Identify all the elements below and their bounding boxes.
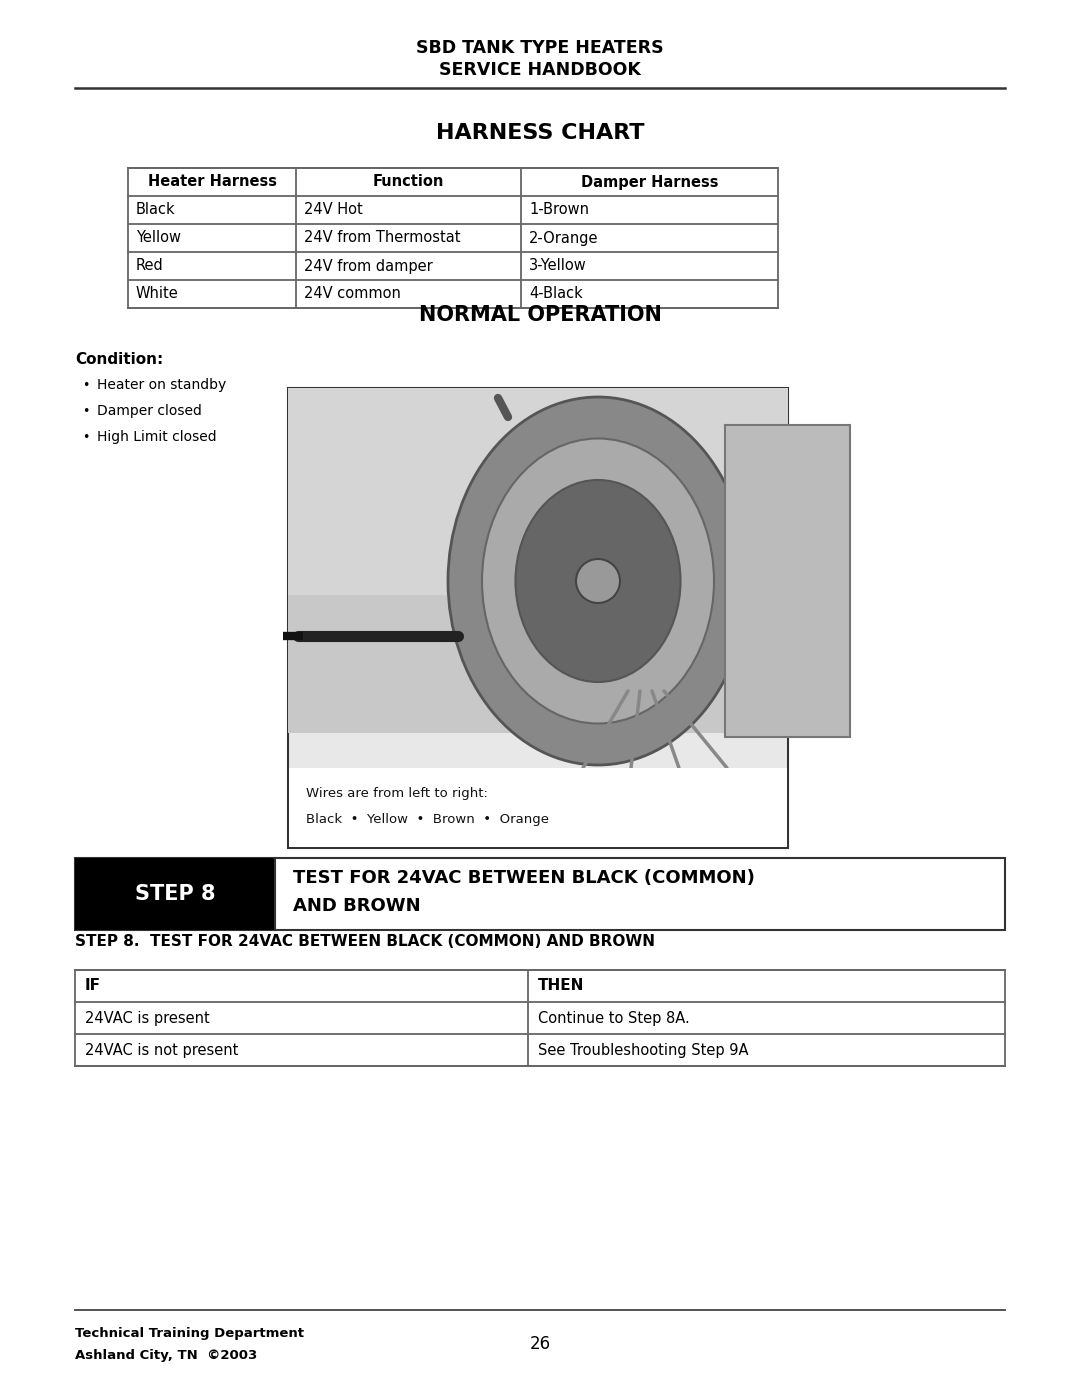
Text: 2-Orange: 2-Orange — [529, 230, 598, 245]
Text: 24V common: 24V common — [303, 287, 401, 301]
Text: Black: Black — [136, 202, 176, 217]
Text: Ashland City, TN  ©2003: Ashland City, TN ©2003 — [75, 1348, 257, 1361]
Ellipse shape — [515, 481, 680, 683]
Text: Wires are from left to right:: Wires are from left to right: — [306, 787, 488, 800]
Text: Red: Red — [136, 259, 164, 273]
Text: Yellow: Yellow — [136, 230, 181, 245]
Text: Heater on standby: Heater on standby — [97, 378, 226, 391]
Bar — [75, 970, 1005, 1066]
Text: STEP 8: STEP 8 — [135, 885, 215, 904]
Bar — [129, 169, 778, 308]
Text: Damper closed: Damper closed — [97, 404, 202, 418]
Text: NORMAL OPERATION: NORMAL OPERATION — [419, 305, 661, 325]
Text: THEN: THEN — [538, 978, 584, 993]
Text: 24VAC is present: 24VAC is present — [85, 1010, 210, 1025]
Ellipse shape — [448, 397, 748, 765]
Text: 24V from damper: 24V from damper — [303, 259, 433, 273]
Text: Function: Function — [373, 174, 444, 189]
Bar — [75, 858, 275, 931]
Text: •: • — [82, 430, 90, 443]
Bar — [288, 389, 788, 595]
Text: Black  •  Yellow  •  Brown  •  Orange: Black • Yellow • Brown • Orange — [306, 814, 549, 826]
Text: 1-Brown: 1-Brown — [529, 202, 589, 217]
Bar — [288, 389, 788, 733]
Bar — [75, 858, 1005, 931]
Text: STEP 8.  TEST FOR 24VAC BETWEEN BLACK (COMMON) AND BROWN: STEP 8. TEST FOR 24VAC BETWEEN BLACK (CO… — [75, 935, 654, 950]
Text: Condition:: Condition: — [75, 352, 163, 368]
Circle shape — [576, 559, 620, 603]
Text: SERVICE HANDBOOK: SERVICE HANDBOOK — [440, 61, 640, 79]
Text: 4-Black: 4-Black — [529, 287, 583, 301]
Text: Damper Harness: Damper Harness — [581, 174, 718, 189]
Text: Continue to Step 8A.: Continue to Step 8A. — [538, 1010, 690, 1025]
Text: Technical Training Department: Technical Training Department — [75, 1326, 303, 1340]
Text: 24VAC is not present: 24VAC is not present — [85, 1042, 239, 1057]
Text: •: • — [82, 379, 90, 391]
Text: Heater Harness: Heater Harness — [148, 174, 276, 189]
Text: SBD TANK TYPE HEATERS: SBD TANK TYPE HEATERS — [416, 39, 664, 57]
Text: AND BROWN: AND BROWN — [293, 897, 420, 915]
Text: 24V from Thermostat: 24V from Thermostat — [303, 230, 460, 245]
Text: 26: 26 — [529, 1334, 551, 1353]
Text: 3-Yellow: 3-Yellow — [529, 259, 586, 273]
Bar — [288, 389, 788, 848]
Text: HARNESS CHART: HARNESS CHART — [435, 123, 645, 143]
Bar — [289, 768, 787, 847]
Text: •: • — [82, 404, 90, 418]
Bar — [725, 425, 850, 737]
Text: See Troubleshooting Step 9A: See Troubleshooting Step 9A — [538, 1042, 748, 1057]
Text: 24V Hot: 24V Hot — [303, 202, 363, 217]
Text: TEST FOR 24VAC BETWEEN BLACK (COMMON): TEST FOR 24VAC BETWEEN BLACK (COMMON) — [293, 869, 755, 887]
Text: White: White — [136, 287, 179, 301]
Text: High Limit closed: High Limit closed — [97, 430, 217, 444]
Text: IF: IF — [85, 978, 102, 993]
Ellipse shape — [482, 439, 714, 723]
